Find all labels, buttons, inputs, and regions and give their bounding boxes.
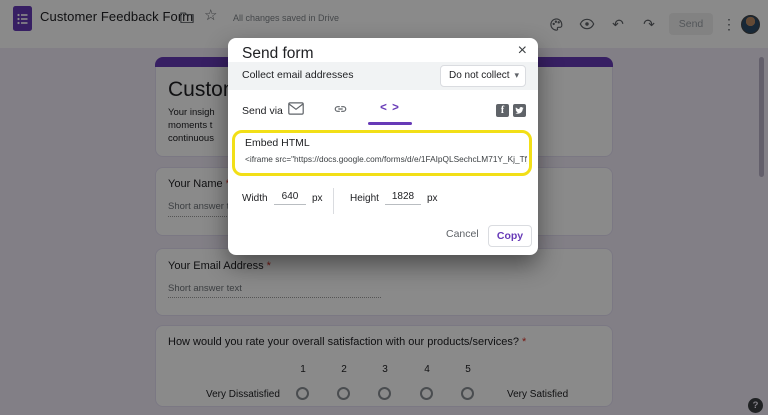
send-via-link-tab[interactable] — [332, 102, 349, 121]
document-title[interactable]: Customer Feedback Form — [40, 9, 194, 24]
required-asterisk: * — [226, 178, 230, 190]
copy-button[interactable]: Copy — [488, 225, 532, 247]
scale-number: 4 — [424, 364, 430, 375]
scale-number: 3 — [382, 364, 388, 375]
send-form-dialog: Send form × Collect email addresses Do n… — [228, 38, 538, 255]
dropdown-value: Do not collect — [449, 70, 510, 81]
question-title-text: How would you rate your overall satisfac… — [168, 336, 519, 348]
width-label: Width — [242, 193, 268, 204]
short-answer-placeholder: Short answer text — [168, 283, 242, 294]
form-description-line: moments t — [168, 120, 213, 131]
send-via-label: Send via — [242, 105, 283, 117]
collect-email-label: Collect email addresses — [242, 69, 354, 81]
answer-underline — [168, 297, 381, 298]
preview-eye-icon[interactable] — [576, 13, 598, 35]
google-forms-logo-icon[interactable] — [13, 6, 32, 36]
scale-radio-1[interactable] — [296, 387, 309, 400]
height-label: Height — [350, 193, 379, 204]
scale-radio-5[interactable] — [461, 387, 474, 400]
required-asterisk: * — [266, 260, 271, 272]
send-via-email-tab[interactable] — [288, 102, 304, 120]
save-status: All changes saved in Drive — [233, 13, 340, 23]
question-title-text: Your Name — [168, 178, 223, 190]
scale-radio-2[interactable] — [337, 387, 350, 400]
scale-number: 2 — [341, 364, 347, 375]
send-via-embed-tab[interactable]: < > — [380, 102, 400, 114]
embed-code-field[interactable]: <iframe src="https://docs.google.com/for… — [245, 154, 527, 164]
help-icon[interactable]: ? — [748, 398, 763, 413]
embed-highlight-annotation: Embed HTML <iframe src="https://docs.goo… — [232, 130, 532, 176]
close-icon[interactable]: × — [517, 42, 527, 59]
question-title-text: Your Email Address — [168, 260, 264, 272]
move-to-folder-icon[interactable] — [180, 10, 194, 28]
cancel-button[interactable]: Cancel — [446, 228, 479, 240]
divider — [333, 188, 334, 214]
scale-high-label: Very Satisfied — [507, 389, 569, 400]
required-asterisk: * — [521, 336, 527, 348]
scale-radio-4[interactable] — [420, 387, 433, 400]
chevron-down-icon: ▾ — [514, 70, 519, 80]
scale-radio-3[interactable] — [378, 387, 391, 400]
question-card-email[interactable] — [155, 248, 613, 316]
scrollbar[interactable] — [759, 57, 764, 177]
undo-icon[interactable]: ↶ — [612, 16, 624, 32]
send-button[interactable]: Send — [669, 13, 713, 35]
dialog-title: Send form — [242, 45, 314, 62]
question-title: Your Email Address * — [168, 260, 271, 272]
embed-html-label: Embed HTML — [245, 137, 310, 149]
redo-icon[interactable]: ↷ — [643, 16, 655, 32]
question-title: Your Name* — [168, 178, 230, 190]
width-unit: px — [312, 193, 323, 204]
twitter-icon[interactable] — [513, 104, 526, 117]
scale-low-label: Very Dissatisfied — [206, 389, 280, 400]
question-title: How would you rate your overall satisfac… — [168, 336, 526, 348]
form-description-line: continuous — [168, 133, 214, 144]
facebook-icon[interactable]: f — [496, 104, 509, 117]
width-input[interactable]: 640 — [274, 191, 306, 205]
active-tab-indicator — [368, 122, 412, 125]
collect-email-dropdown[interactable]: Do not collect ▾ — [440, 65, 526, 87]
short-answer-placeholder: Short answer text — [168, 201, 242, 212]
account-avatar[interactable] — [741, 14, 760, 34]
scale-number: 1 — [300, 364, 306, 375]
scale-number: 5 — [465, 364, 471, 375]
star-icon[interactable]: ☆ — [204, 7, 218, 24]
height-unit: px — [427, 193, 438, 204]
theme-palette-icon[interactable] — [545, 13, 567, 35]
form-description-line: Your insigh — [168, 107, 215, 118]
height-input[interactable]: 1828 — [385, 191, 421, 205]
